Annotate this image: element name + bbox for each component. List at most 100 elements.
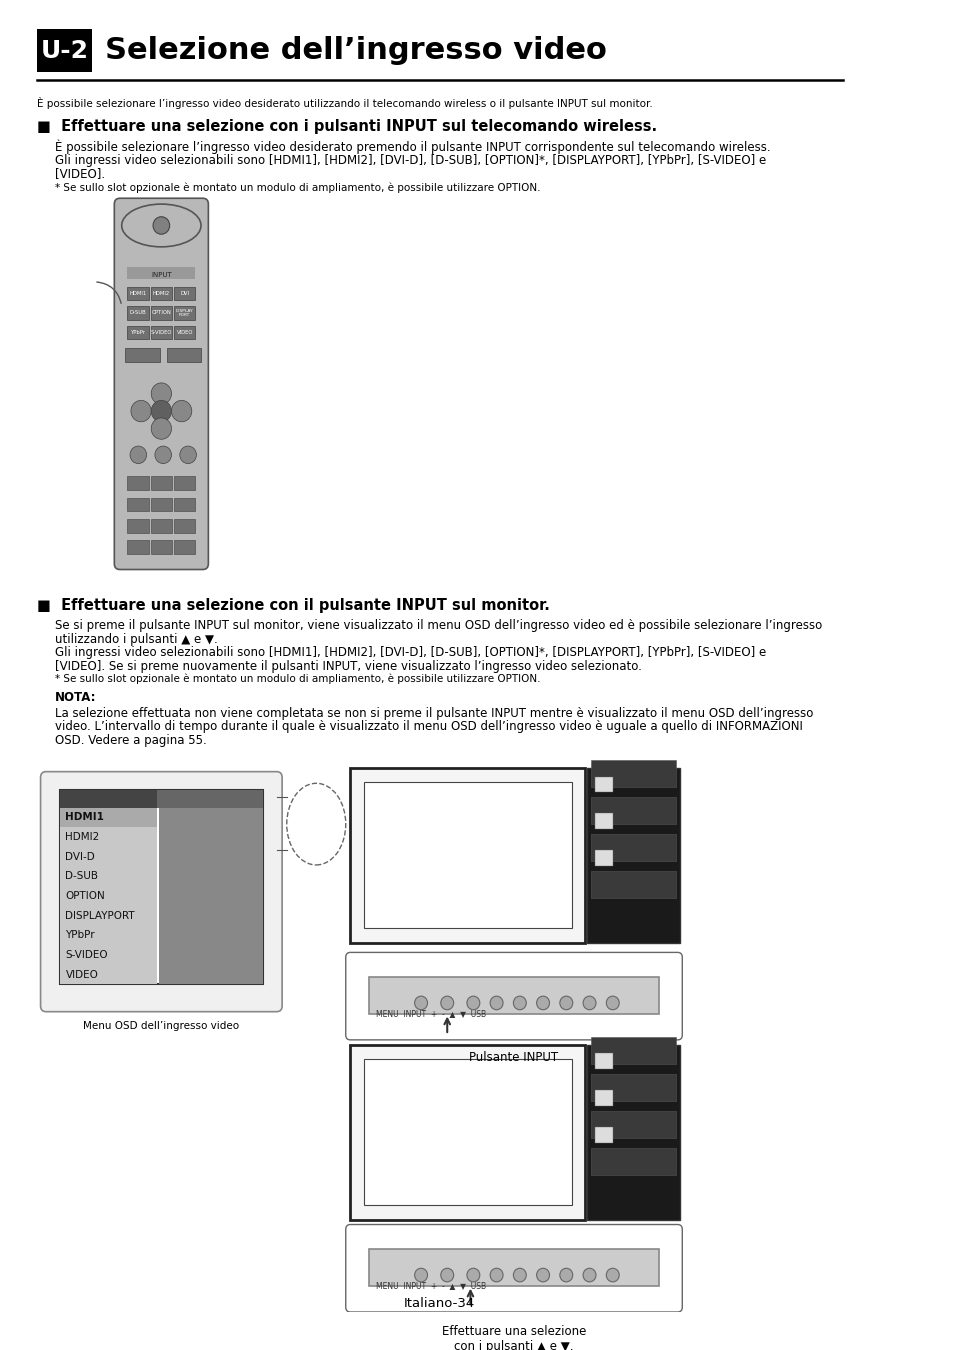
Circle shape bbox=[440, 996, 454, 1010]
Bar bbox=[587, 1045, 679, 1219]
Circle shape bbox=[440, 1268, 454, 1282]
Circle shape bbox=[606, 1268, 618, 1282]
Bar bbox=[173, 306, 195, 320]
Bar bbox=[125, 348, 159, 362]
Bar bbox=[151, 540, 172, 553]
Bar bbox=[364, 1060, 571, 1206]
Bar bbox=[369, 1249, 659, 1285]
Bar bbox=[591, 1111, 675, 1138]
FancyBboxPatch shape bbox=[345, 1224, 681, 1312]
Bar bbox=[151, 306, 172, 320]
Bar bbox=[594, 1053, 613, 1069]
Text: YPbPr: YPbPr bbox=[131, 329, 146, 335]
Text: Gli ingressi video selezionabili sono [HDMI1], [HDMI2], [DVI-D], [D-SUB], [OPTIO: Gli ingressi video selezionabili sono [H… bbox=[55, 647, 766, 659]
Bar bbox=[594, 850, 613, 865]
Text: NOTA:: NOTA: bbox=[55, 691, 96, 703]
Text: utilizzando i pulsanti ▲ e ▼.: utilizzando i pulsanti ▲ e ▼. bbox=[55, 633, 218, 645]
Bar bbox=[159, 790, 262, 984]
Text: HDMI1: HDMI1 bbox=[66, 813, 104, 822]
Bar bbox=[594, 776, 613, 792]
Text: D-SUB: D-SUB bbox=[66, 871, 98, 882]
Text: DISPLAY
PORT: DISPLAY PORT bbox=[175, 309, 193, 317]
Text: S-VIDEO: S-VIDEO bbox=[66, 950, 108, 960]
Bar bbox=[37, 30, 92, 72]
Bar bbox=[127, 267, 195, 279]
Bar bbox=[350, 768, 585, 942]
Circle shape bbox=[559, 996, 572, 1010]
Bar bbox=[60, 790, 262, 984]
Text: ■  Effettuare una selezione con i pulsanti INPUT sul telecomando wireless.: ■ Effettuare una selezione con i pulsant… bbox=[37, 119, 657, 134]
Bar bbox=[591, 1148, 675, 1174]
Circle shape bbox=[536, 996, 549, 1010]
Bar bbox=[173, 498, 195, 512]
Circle shape bbox=[179, 446, 196, 463]
Text: S-VIDEO: S-VIDEO bbox=[151, 329, 172, 335]
Text: INPUT: INPUT bbox=[151, 273, 172, 278]
Text: MENU  INPUT  +  -  ▲  ▼  USB: MENU INPUT + - ▲ ▼ USB bbox=[375, 1008, 486, 1018]
Bar bbox=[173, 325, 195, 339]
FancyBboxPatch shape bbox=[114, 198, 208, 570]
Text: DVI: DVI bbox=[180, 292, 189, 296]
Circle shape bbox=[559, 1268, 572, 1282]
Bar bbox=[364, 783, 571, 927]
Text: DISPLAYPORT: DISPLAYPORT bbox=[66, 911, 135, 921]
Text: È possibile selezionare l’ingresso video desiderato utilizzando il telecomando w: È possibile selezionare l’ingresso video… bbox=[37, 97, 652, 109]
Bar bbox=[587, 768, 679, 942]
Bar bbox=[60, 790, 157, 984]
Text: * Se sullo slot opzionale è montato un modulo di ampliamento, è possibile utiliz: * Se sullo slot opzionale è montato un m… bbox=[55, 182, 540, 193]
FancyBboxPatch shape bbox=[345, 952, 681, 1040]
Bar bbox=[151, 477, 172, 490]
Circle shape bbox=[154, 446, 172, 463]
Text: [VIDEO]. Se si preme nuovamente il pulsanti INPUT, viene visualizzato l’ingresso: [VIDEO]. Se si preme nuovamente il pulsa… bbox=[55, 660, 641, 672]
Text: È possibile selezionare l’ingresso video desiderato premendo il pulsante INPUT c: È possibile selezionare l’ingresso video… bbox=[55, 140, 770, 154]
Bar bbox=[127, 540, 149, 553]
Bar bbox=[173, 518, 195, 532]
Circle shape bbox=[582, 1268, 596, 1282]
Circle shape bbox=[152, 383, 172, 404]
Circle shape bbox=[513, 996, 526, 1010]
Text: Pulsante INPUT: Pulsante INPUT bbox=[469, 1050, 558, 1064]
Circle shape bbox=[172, 401, 192, 421]
Bar bbox=[591, 834, 675, 861]
Bar bbox=[594, 814, 613, 829]
Bar bbox=[127, 518, 149, 532]
Circle shape bbox=[130, 446, 147, 463]
Bar bbox=[127, 306, 149, 320]
Text: VIDEO: VIDEO bbox=[66, 969, 98, 980]
Bar bbox=[594, 1091, 613, 1106]
Circle shape bbox=[513, 1268, 526, 1282]
Text: Italiano-34: Italiano-34 bbox=[404, 1297, 475, 1311]
Text: La selezione effettuata non viene completata se non si preme il pulsante INPUT m: La selezione effettuata non viene comple… bbox=[55, 706, 813, 720]
Bar bbox=[127, 477, 149, 490]
Ellipse shape bbox=[122, 204, 201, 247]
Bar bbox=[591, 1037, 675, 1064]
Text: ■  Effettuare una selezione con il pulsante INPUT sul monitor.: ■ Effettuare una selezione con il pulsan… bbox=[37, 598, 549, 613]
Text: MENU  INPUT  +  -  ▲  ▼  USB: MENU INPUT + - ▲ ▼ USB bbox=[375, 1281, 486, 1289]
Bar bbox=[60, 790, 157, 807]
Circle shape bbox=[606, 996, 618, 1010]
Text: Selezione dell’ingresso video: Selezione dell’ingresso video bbox=[105, 36, 606, 65]
Bar bbox=[151, 498, 172, 512]
Circle shape bbox=[466, 1268, 479, 1282]
Circle shape bbox=[152, 418, 172, 439]
Bar bbox=[151, 325, 172, 339]
Text: YPbPr: YPbPr bbox=[66, 930, 95, 941]
Bar bbox=[127, 286, 149, 300]
Text: video. L’intervallo di tempo durante il quale è visualizzato il menu OSD dell’in: video. L’intervallo di tempo durante il … bbox=[55, 720, 802, 733]
Circle shape bbox=[490, 1268, 502, 1282]
Circle shape bbox=[415, 996, 427, 1010]
Circle shape bbox=[131, 401, 152, 421]
Text: * Se sullo slot opzionale è montato un modulo di ampliamento, è possibile utiliz: * Se sullo slot opzionale è montato un m… bbox=[55, 674, 540, 684]
Text: HDMI2: HDMI2 bbox=[152, 292, 170, 296]
Text: OPTION: OPTION bbox=[152, 310, 171, 316]
Circle shape bbox=[490, 996, 502, 1010]
Bar bbox=[350, 1045, 585, 1219]
Bar bbox=[591, 871, 675, 898]
Bar bbox=[591, 796, 675, 824]
Bar bbox=[127, 498, 149, 512]
Text: VIDEO: VIDEO bbox=[176, 329, 193, 335]
Text: OPTION: OPTION bbox=[66, 891, 105, 900]
Text: HDMI2: HDMI2 bbox=[66, 832, 100, 842]
Bar bbox=[591, 1073, 675, 1102]
Circle shape bbox=[582, 996, 596, 1010]
